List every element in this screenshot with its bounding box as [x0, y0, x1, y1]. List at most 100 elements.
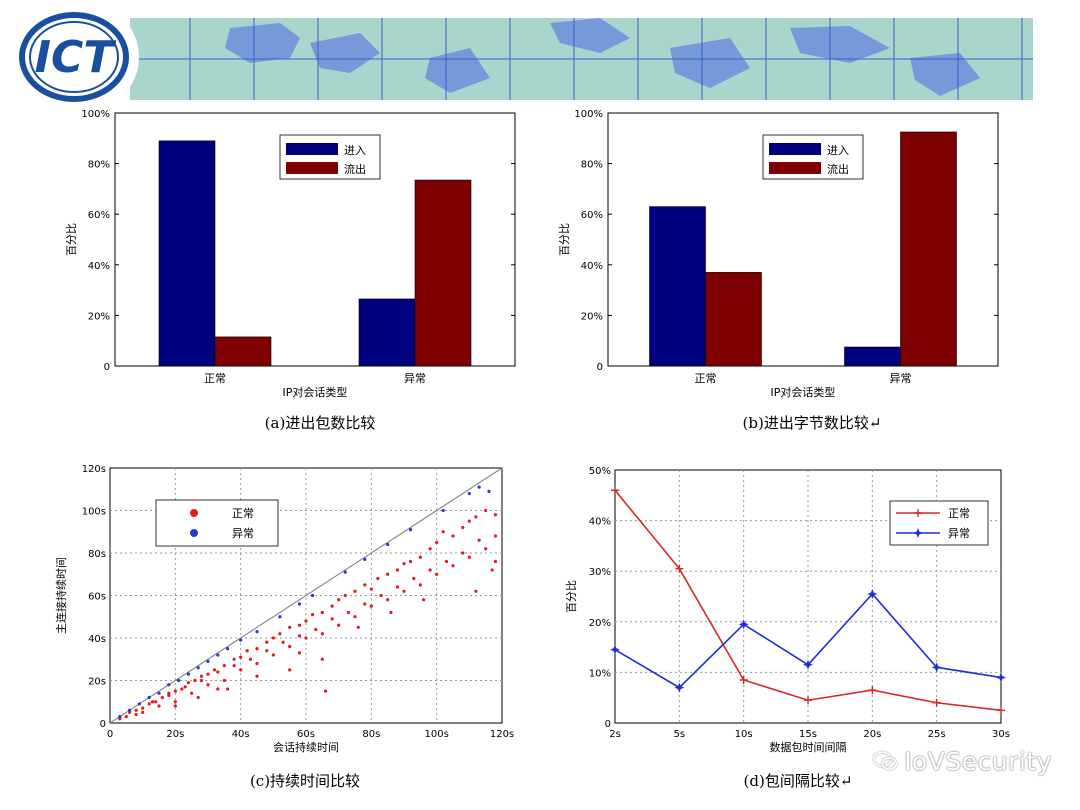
y-tick-label: 30% — [589, 567, 611, 578]
y-tick-label: 20% — [88, 311, 110, 322]
y-tick-label: 10% — [589, 668, 611, 679]
x-tick-label: 20s — [166, 729, 184, 740]
scatter-point-normal — [245, 649, 249, 653]
scatter-point-normal — [408, 559, 413, 564]
scatter-point-abnormal — [239, 638, 243, 642]
legend-label: 异常 — [948, 527, 970, 540]
line-marker-star — [610, 644, 620, 655]
y-tick-label: 80% — [581, 160, 603, 171]
scatter-point-normal — [134, 708, 138, 712]
y-tick-label: 0 — [104, 362, 110, 373]
scatter-point-normal — [154, 700, 158, 704]
x-axis-label: 会话持续时间 — [273, 740, 339, 754]
scatter-point-normal — [402, 589, 406, 593]
x-axis-label: 数据包时间间隔 — [770, 740, 847, 754]
legend-swatch — [286, 143, 338, 155]
scatter-point-abnormal — [278, 615, 282, 619]
y-tick-label: 0 — [605, 719, 611, 730]
scatter-point-abnormal — [441, 508, 445, 513]
scatter-point-normal — [278, 632, 282, 636]
scatter-point-normal — [444, 559, 449, 564]
y-axis-label: 百分比 — [65, 223, 78, 256]
wechat-icon — [872, 751, 898, 771]
y-axis-label: 主连接持续时间 — [54, 557, 68, 634]
bar-in — [649, 206, 706, 367]
reference-line — [109, 467, 503, 724]
scatter-point-normal — [386, 598, 390, 602]
scatter-point-normal — [493, 534, 498, 538]
chart-c-panel: 0 20s 40s 60s 80s 100s 120s 0 20s 40s 60s 80s 100s 12… — [40, 460, 540, 760]
watermark-text: IoVSecurity — [904, 746, 1052, 776]
scatter-point-normal — [160, 695, 164, 700]
y-axis-label: 百分比 — [558, 223, 571, 256]
scatter-point-abnormal — [157, 691, 161, 695]
y-tick-label: 120s — [82, 464, 106, 475]
line-marker-plus — [932, 698, 941, 707]
scatter-point-abnormal — [177, 678, 181, 683]
scatter-point-normal — [412, 576, 416, 581]
scatter-point-normal — [441, 530, 445, 534]
scatter-point-normal — [467, 555, 471, 559]
y-tick-label: 60s — [88, 592, 106, 603]
scatter-point-normal — [324, 689, 328, 693]
scatter-point-normal — [428, 568, 432, 572]
scatter-point-normal — [199, 678, 204, 683]
y-tick-label: 20% — [589, 618, 611, 629]
legend-marker — [190, 509, 198, 517]
scatter-point-normal — [379, 593, 383, 598]
scatter-point-abnormal — [310, 593, 315, 598]
scatter-point-abnormal — [467, 491, 471, 496]
scatter-point-normal — [141, 706, 145, 710]
scatter-point-normal — [173, 704, 177, 708]
scatter-point-normal — [271, 636, 275, 640]
y-tick-label: 40% — [88, 261, 110, 272]
scatter-point-normal — [239, 668, 243, 672]
banner-land-0 — [225, 23, 300, 63]
scatter-point-normal — [467, 519, 471, 523]
legend-marker — [190, 529, 198, 537]
scatter-point-normal — [193, 678, 197, 683]
scatter-point-normal — [484, 547, 488, 551]
bar-out — [414, 179, 472, 367]
chart-a-caption: (a)进出包数比较 — [264, 414, 376, 432]
x-tick-label: 15s — [799, 729, 817, 740]
scatter-point-normal — [173, 700, 177, 704]
scatter-point-normal — [304, 619, 308, 623]
chart-b-caption: (b)进出字节数比较↵ — [742, 414, 882, 432]
line-marker-plus — [997, 706, 1005, 715]
line-marker-star — [803, 659, 813, 670]
legend-box — [155, 499, 279, 547]
scatter-point-normal — [239, 655, 243, 659]
scatter-point-normal — [477, 538, 481, 542]
y-tick-label: 20s — [88, 677, 106, 688]
scatter-point-normal — [255, 661, 259, 666]
legend-box — [889, 500, 989, 546]
chart-d-panel: 0 10% 20% 30% 40% 50% 2s 5s 10s 15s 20s 25s 30s 数据包时间… — [560, 460, 1040, 760]
bar-in — [158, 140, 216, 367]
scatter-point-normal — [196, 695, 200, 700]
banner-land-3 — [550, 18, 630, 53]
x-tick-label: 100s — [425, 729, 449, 740]
scatter-point-abnormal — [487, 489, 491, 493]
scatter-point-normal — [183, 685, 187, 689]
scatter-point-abnormal — [216, 653, 220, 657]
x-tick-label: 异常 — [404, 372, 426, 385]
x-tick-label: 40s — [232, 729, 250, 740]
scatter-point-normal — [271, 653, 275, 657]
scatter-point-normal — [451, 564, 455, 568]
bar-in — [358, 298, 416, 367]
scatter-point-abnormal — [186, 672, 190, 676]
x-axis-label: IP对会话类型 — [283, 385, 348, 399]
scatter-point-normal — [435, 572, 439, 576]
scatter-point-normal — [216, 687, 220, 691]
scatter-point-normal — [493, 513, 498, 517]
y-tick-label: 60% — [88, 210, 110, 221]
scatter-point-normal — [134, 712, 138, 717]
scatter-point-abnormal — [363, 557, 367, 561]
scatter-point-normal — [304, 636, 308, 640]
scatter-point-normal — [422, 598, 426, 602]
scatter-point-abnormal — [196, 666, 200, 670]
logo-ring — [19, 12, 129, 102]
